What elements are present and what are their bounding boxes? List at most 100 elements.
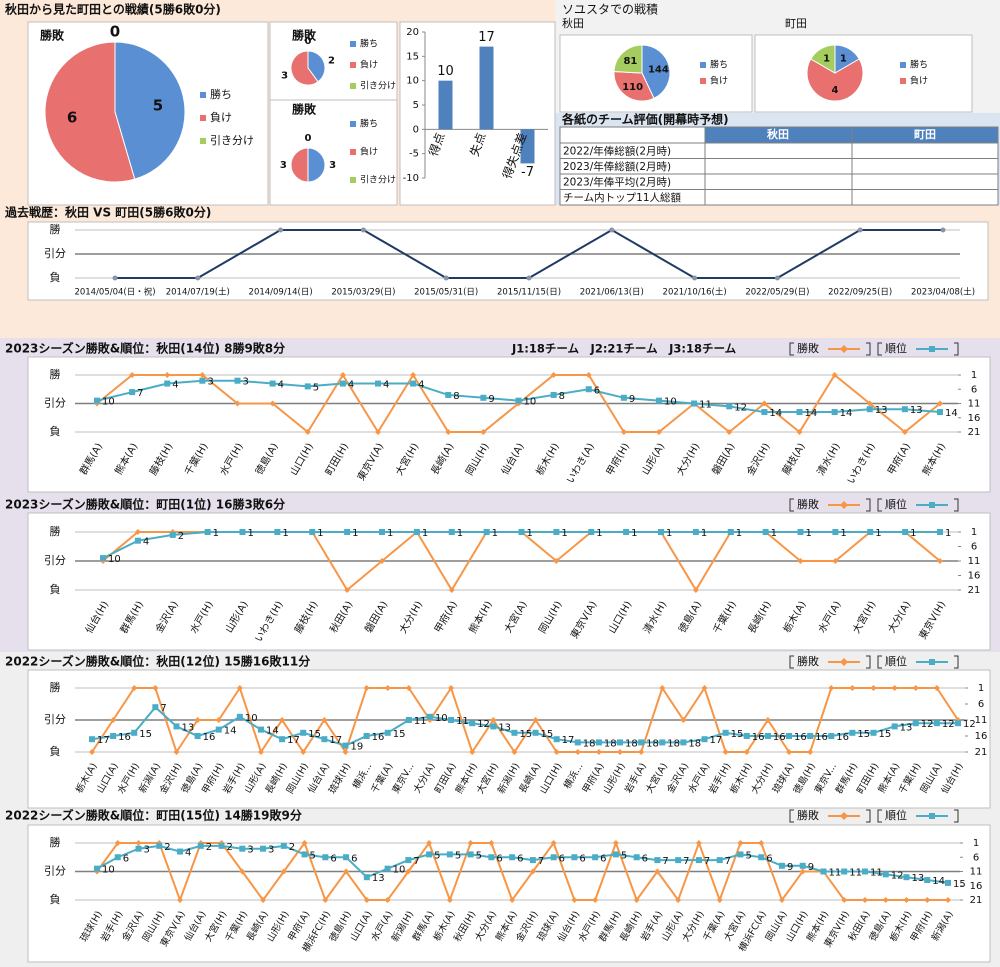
point <box>553 749 560 755</box>
point <box>937 529 943 535</box>
data-label: 14 <box>945 408 958 419</box>
table-row-label: チーム内トップ11人総額 <box>563 191 682 204</box>
legend-marker <box>840 658 848 666</box>
point <box>797 558 804 564</box>
point <box>692 275 698 281</box>
data-label: 11 <box>456 716 469 727</box>
data-label: 15 <box>308 729 321 740</box>
data-label: 2 <box>178 531 184 542</box>
point <box>617 739 624 746</box>
pie-slice <box>290 50 319 86</box>
data-label: 1 <box>771 528 777 539</box>
legend-label: 勝敗 <box>797 341 819 355</box>
point <box>620 394 627 401</box>
data-label: 18 <box>625 738 638 749</box>
point <box>722 729 729 736</box>
point <box>301 840 308 846</box>
chart-box <box>27 512 991 651</box>
data-label: 18 <box>667 738 680 749</box>
point <box>280 868 287 875</box>
data-label: 14 <box>266 726 279 737</box>
point <box>828 685 835 691</box>
point <box>384 729 391 736</box>
legend-swatch <box>350 83 356 89</box>
data-label: 17 <box>710 735 723 746</box>
data-label: 3 <box>247 845 253 856</box>
y-tick-label: 0 <box>413 124 419 135</box>
data-label: 4 <box>172 380 178 391</box>
point <box>236 685 243 691</box>
point <box>550 391 557 398</box>
data-label: 7 <box>413 856 419 867</box>
point <box>891 685 898 691</box>
y-tick-label: 15 <box>406 51 419 62</box>
data-label: 2 <box>206 842 212 853</box>
table-cell <box>704 142 853 159</box>
data-label: 1 <box>248 528 254 539</box>
point <box>870 729 877 736</box>
data-label: 10 <box>102 397 115 408</box>
point <box>322 854 329 861</box>
point <box>955 720 961 727</box>
point <box>280 842 287 849</box>
pie-value-label: 144 <box>648 64 669 75</box>
y-tick-label: 勝 <box>50 835 61 849</box>
data-label: 7 <box>538 856 544 867</box>
x-tick-label: 2014/09/14(日) <box>249 288 313 298</box>
point <box>807 733 814 739</box>
data-label: 6 <box>594 385 600 396</box>
legend-swatch <box>350 62 356 68</box>
data-label: 16 <box>372 732 385 743</box>
point <box>585 386 592 393</box>
point <box>363 874 370 881</box>
point <box>737 851 744 858</box>
point <box>114 840 121 846</box>
data-label: 6 <box>766 853 772 864</box>
point <box>612 840 619 846</box>
legend-swatch <box>200 115 206 121</box>
point <box>680 739 687 746</box>
chart-box <box>269 99 398 206</box>
y2-tick-label: 1 <box>971 370 977 381</box>
point <box>363 685 370 691</box>
data-label: 15 <box>953 879 966 890</box>
point <box>257 749 264 755</box>
point <box>633 897 640 903</box>
pie-value-label: 2 <box>328 55 335 66</box>
pie-slice <box>613 71 655 102</box>
data-label: 1 <box>666 528 672 539</box>
point <box>638 739 645 746</box>
legend-bracket <box>954 809 959 823</box>
point <box>902 529 909 535</box>
point <box>480 429 487 435</box>
data-label: 6 <box>559 853 565 864</box>
point <box>343 854 350 861</box>
legend-label: 引き分け <box>360 175 396 186</box>
data-label: 10 <box>435 713 448 724</box>
point <box>110 717 117 723</box>
data-label: 16 <box>203 732 216 743</box>
data-label: 5 <box>621 850 627 861</box>
point <box>304 429 311 435</box>
y2-tick-label: 21 <box>968 585 981 596</box>
pie-slice <box>44 41 136 183</box>
data-label: 5 <box>455 850 461 861</box>
legend-label: 順位 <box>885 497 907 511</box>
data-label: 5 <box>745 850 751 861</box>
point <box>384 897 391 903</box>
point <box>571 897 578 903</box>
data-label: 4 <box>278 380 284 391</box>
data-label: 15 <box>879 729 892 740</box>
legend-swatch <box>200 92 206 98</box>
legend-bracket <box>877 655 882 669</box>
data-label: 16 <box>118 732 131 743</box>
data-label: 4 <box>383 380 389 391</box>
point <box>301 851 308 858</box>
point <box>260 897 267 903</box>
data-label: 12 <box>921 719 934 730</box>
data-label: 13 <box>900 722 913 733</box>
legend-label: 負け <box>360 59 378 71</box>
data-label: 1 <box>875 528 881 539</box>
point <box>100 555 106 562</box>
point <box>257 726 264 733</box>
